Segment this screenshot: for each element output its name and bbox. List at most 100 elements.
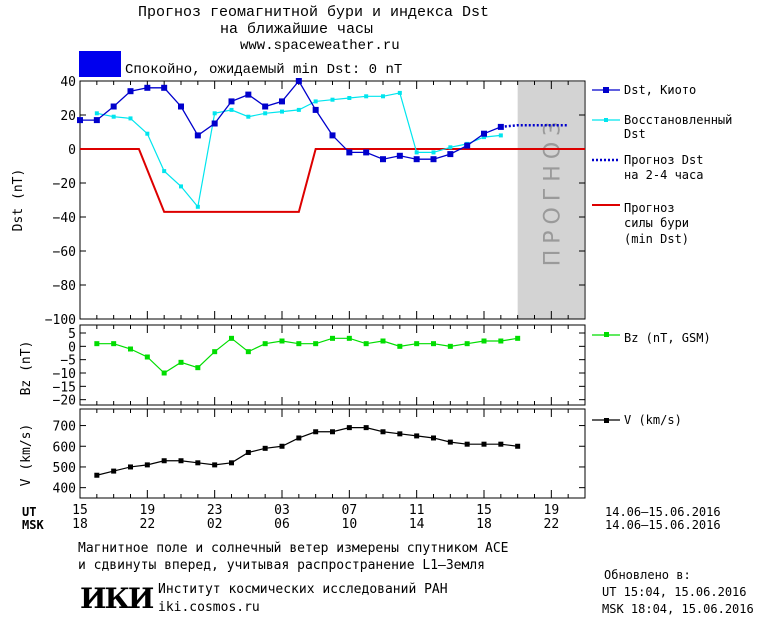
bz-points bbox=[94, 335, 521, 376]
v-point-4 bbox=[161, 458, 167, 464]
restored-point-20 bbox=[431, 150, 436, 155]
legend-forecast-label-1: Прогноз Dst bbox=[624, 153, 703, 167]
legend-v-label: V (km/s) bbox=[624, 413, 682, 427]
site-url: www.spaceweather.ru bbox=[240, 38, 400, 54]
ytick-label-bz-axes-5: 5 bbox=[68, 327, 76, 342]
iki-logo: ИКИ bbox=[80, 582, 154, 615]
bz-point-15 bbox=[346, 335, 352, 341]
v-point-15 bbox=[346, 425, 352, 431]
ytick-label-v-axes-500: 500 bbox=[53, 461, 76, 476]
v-point-5 bbox=[178, 458, 184, 464]
forecast-zone bbox=[517, 82, 584, 319]
ytick-label-dst-axes--60: −60 bbox=[53, 245, 76, 260]
forecast-zone-label: ПРОГНОЗ bbox=[540, 116, 565, 267]
institute-site: iki.cosmos.ru bbox=[158, 600, 260, 615]
v-point-8 bbox=[229, 460, 234, 466]
legend-restored-label-1: Восстановленный bbox=[624, 113, 732, 127]
v-point-14 bbox=[330, 429, 335, 435]
restored-dst-points bbox=[94, 90, 503, 209]
ytick-label-v-axes-400: 400 bbox=[53, 482, 76, 497]
kyoto-point-12 bbox=[279, 98, 285, 105]
restored-point-24 bbox=[498, 133, 503, 138]
legend-kyoto: Dst, Киото bbox=[592, 83, 696, 97]
ut-range: 14.06–15.06.2016 bbox=[605, 505, 721, 519]
kyoto-point-11 bbox=[262, 103, 269, 110]
kyoto-point-18 bbox=[380, 156, 386, 163]
ut-label: UT bbox=[22, 505, 37, 519]
ut-tick-4: 07 bbox=[342, 503, 358, 518]
kyoto-point-17 bbox=[363, 149, 370, 156]
legend-storm: Прогноз силы бури (min Dst) bbox=[592, 201, 689, 246]
v-point-23 bbox=[481, 441, 487, 447]
restored-point-6 bbox=[195, 204, 200, 209]
kyoto-point-13 bbox=[295, 78, 302, 84]
kyoto-point-7 bbox=[194, 132, 201, 139]
kyoto-point-1 bbox=[93, 117, 100, 124]
chart-title-line1: Прогноз геомагнитной бури и индекса Dst bbox=[138, 4, 490, 21]
bz-axes: 50−5−10−15−20 bbox=[53, 325, 586, 409]
footer-note-1: Магнитное поле и солнечный ветер измерен… bbox=[78, 541, 509, 556]
storm-forecast-line bbox=[80, 148, 585, 213]
chart-title-line2: на ближайшие часы bbox=[220, 21, 374, 38]
ytick-label-v-axes-600: 600 bbox=[53, 440, 76, 455]
v-ylabel: V (km/s) bbox=[19, 424, 34, 487]
kyoto-point-14 bbox=[312, 106, 319, 113]
updated-label: Обновлено в: bbox=[604, 568, 691, 582]
v-point-11 bbox=[279, 443, 285, 449]
legend-storm-label-3: (min Dst) bbox=[624, 232, 689, 246]
restored-point-3 bbox=[145, 131, 150, 136]
restored-point-7 bbox=[212, 111, 217, 116]
bz-point-5 bbox=[178, 359, 184, 365]
kyoto-point-9 bbox=[228, 98, 235, 105]
bz-point-11 bbox=[279, 338, 285, 344]
ytick-label-v-axes-700: 700 bbox=[53, 420, 76, 435]
v-points bbox=[94, 425, 521, 478]
bz-point-18 bbox=[397, 343, 403, 349]
bz-point-13 bbox=[313, 341, 319, 347]
restored-point-13 bbox=[313, 99, 318, 104]
v-point-0 bbox=[94, 472, 100, 478]
v-axes: 700 600 500 400 bbox=[53, 409, 586, 498]
msk-tick-0: 18 bbox=[72, 517, 88, 532]
ytick-label-bz-axes-0: 0 bbox=[68, 340, 76, 355]
ytick-label-bz-axes--15: −15 bbox=[53, 380, 76, 395]
v-point-16 bbox=[363, 425, 369, 431]
bz-point-0 bbox=[94, 341, 100, 347]
legend-forecast-label-2: на 2-4 часа bbox=[624, 168, 703, 182]
ut-tick-7: 19 bbox=[544, 503, 560, 518]
restored-point-19 bbox=[414, 150, 419, 155]
restored-point-21 bbox=[448, 145, 453, 150]
bz-point-23 bbox=[481, 338, 487, 344]
msk-tick-4: 10 bbox=[342, 517, 358, 532]
dst-axes: 40 20 0 −20 −40 −60 −80 −100 bbox=[45, 75, 586, 328]
v-point-1 bbox=[111, 468, 117, 474]
ut-tick-3: 03 bbox=[274, 503, 290, 518]
footer-note-2: и сдвинуты вперед, учитывая распростране… bbox=[78, 558, 485, 573]
v-point-21 bbox=[447, 439, 453, 445]
bz-point-14 bbox=[330, 335, 335, 341]
restored-point-11 bbox=[280, 109, 284, 114]
restored-point-10 bbox=[263, 111, 268, 116]
kyoto-point-6 bbox=[178, 103, 184, 110]
bz-point-24 bbox=[498, 338, 504, 344]
updated-msk: MSK 18:04, 15.06.2016 bbox=[602, 602, 754, 616]
v-point-19 bbox=[414, 433, 420, 439]
bz-point-25 bbox=[515, 335, 521, 341]
ut-tick-6: 15 bbox=[476, 503, 492, 518]
ut-tick-1: 19 bbox=[140, 503, 156, 518]
ut-tick-5: 11 bbox=[409, 503, 425, 518]
v-point-2 bbox=[128, 464, 133, 470]
ytick-label-dst-axes--40: −40 bbox=[53, 211, 76, 226]
ytick-label-dst-axes--80: −80 bbox=[53, 279, 76, 294]
ytick-label-dst-axes-0: 0 bbox=[68, 143, 76, 158]
kyoto-point-24 bbox=[481, 130, 487, 137]
ytick-label-bz-axes--20: −20 bbox=[53, 394, 76, 409]
legend-storm-label-2: силы бури bbox=[624, 216, 689, 230]
v-point-25 bbox=[515, 443, 521, 449]
restored-point-5 bbox=[179, 184, 183, 189]
restored-point-16 bbox=[364, 94, 369, 99]
bz-point-16 bbox=[363, 341, 369, 347]
dst-panel: 40 20 0 −20 −40 −60 −80 −100 Dst (nT) bbox=[11, 75, 586, 328]
kyoto-point-20 bbox=[413, 156, 420, 163]
